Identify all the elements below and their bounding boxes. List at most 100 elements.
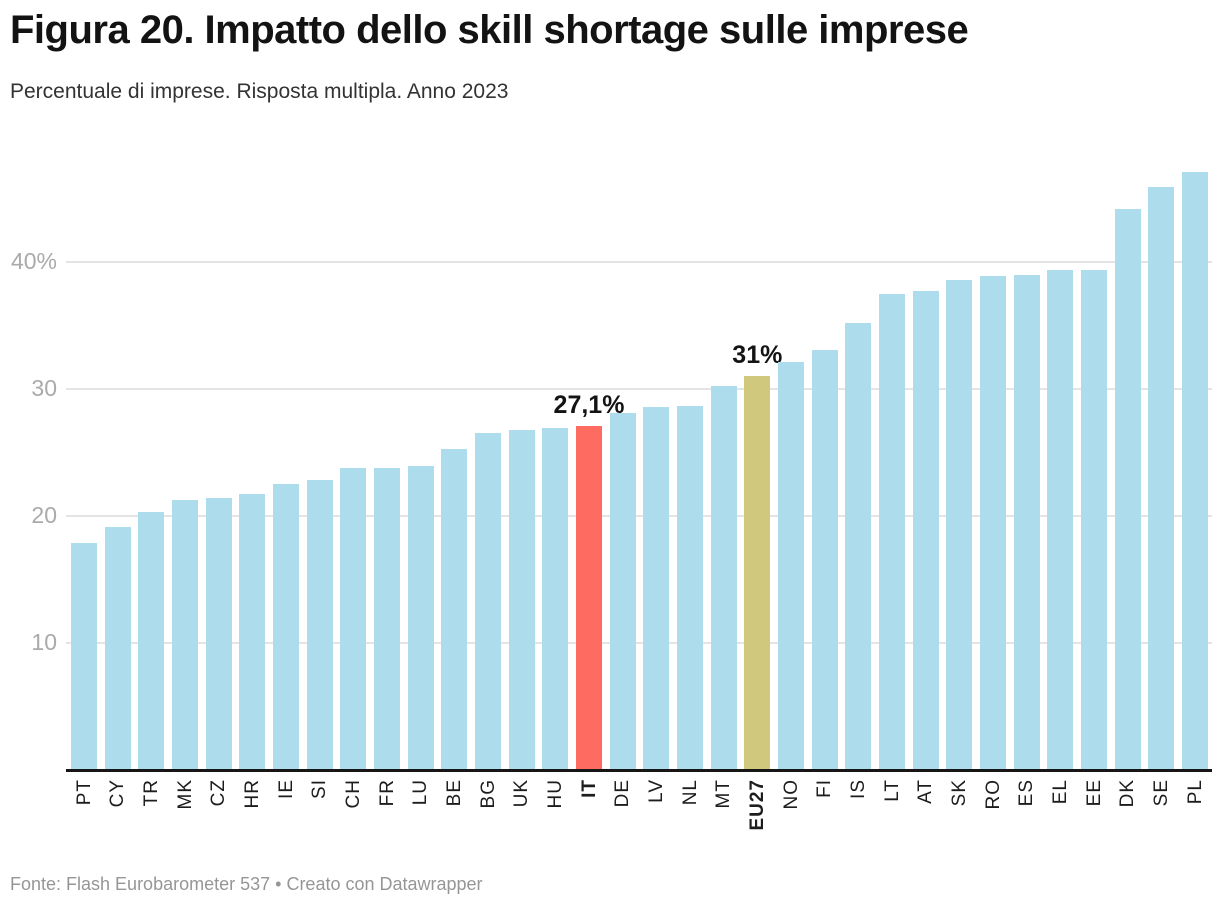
bar-FI[interactable] xyxy=(811,349,838,770)
x-label-cell-EU27: EU27 xyxy=(740,779,774,854)
x-axis-label-PT: PT xyxy=(73,779,95,806)
x-axis-label-IS: IS xyxy=(847,779,869,799)
bar-PL[interactable] xyxy=(1182,171,1208,770)
x-label-cell-CZ: CZ xyxy=(202,779,236,854)
bar-SK[interactable] xyxy=(946,279,973,770)
bar-UK[interactable] xyxy=(508,429,535,770)
bar-LU[interactable] xyxy=(407,466,434,770)
bar-CH[interactable] xyxy=(340,467,367,770)
bar-DK[interactable] xyxy=(1114,208,1141,770)
bar-NO[interactable] xyxy=(778,362,804,770)
x-label-cell-UK: UK xyxy=(505,779,539,854)
bar-FR[interactable] xyxy=(374,467,400,770)
x-label-cell-IS: IS xyxy=(841,779,875,854)
x-label-cell-HR: HR xyxy=(235,779,269,854)
x-axis-label-AT: AT xyxy=(915,779,937,804)
bar-MT[interactable] xyxy=(710,386,737,770)
x-label-cell-DK: DK xyxy=(1111,779,1145,854)
bar-DE[interactable] xyxy=(609,413,636,770)
x-label-cell-IE: IE xyxy=(269,779,303,854)
bar-LV[interactable] xyxy=(643,406,670,770)
bar-MK[interactable] xyxy=(172,499,198,770)
x-axis-label-BE: BE xyxy=(443,779,465,807)
x-label-cell-MT: MT xyxy=(707,779,741,854)
y-tick-label-40: 40% xyxy=(10,248,57,274)
bar-CY[interactable] xyxy=(104,527,131,770)
gridline-40 xyxy=(66,261,1212,263)
bar-BG[interactable] xyxy=(475,433,501,770)
x-label-cell-AT: AT xyxy=(909,779,943,854)
x-axis-label-DK: DK xyxy=(1117,779,1139,808)
bar-ES[interactable] xyxy=(1013,274,1040,770)
x-label-cell-LU: LU xyxy=(404,779,438,854)
bar-SI[interactable] xyxy=(306,480,333,770)
x-label-cell-IT: IT xyxy=(572,779,606,854)
bar-value-label-EU27: 31% xyxy=(732,341,783,370)
gridline-20 xyxy=(66,515,1212,517)
bar-IS[interactable] xyxy=(845,322,872,770)
gridline-30 xyxy=(66,388,1212,390)
bar-LT[interactable] xyxy=(879,293,905,770)
bar-HU[interactable] xyxy=(542,428,569,770)
x-axis-label-DE: DE xyxy=(612,779,634,808)
x-axis-line xyxy=(66,769,1212,772)
x-label-cell-BG: BG xyxy=(471,779,505,854)
bar-SE[interactable] xyxy=(1148,187,1175,770)
x-axis-label-LT: LT xyxy=(881,779,903,802)
x-axis-label-LU: LU xyxy=(410,779,432,806)
x-label-cell-MK: MK xyxy=(168,779,202,854)
bar-HR[interactable] xyxy=(239,494,266,770)
bar-CZ[interactable] xyxy=(205,498,232,770)
x-axis-label-SK: SK xyxy=(948,779,970,807)
x-axis-label-MT: MT xyxy=(713,779,735,809)
bar-IT[interactable] xyxy=(576,425,602,770)
x-axis-label-CZ: CZ xyxy=(208,779,230,807)
x-axis-label-UK: UK xyxy=(511,779,533,808)
x-label-cell-LV: LV xyxy=(639,779,673,854)
chart-title: Figura 20. Impatto dello skill shortage … xyxy=(10,8,969,52)
bar-NL[interactable] xyxy=(677,405,703,770)
x-label-cell-CY: CY xyxy=(101,779,135,854)
bar-AT[interactable] xyxy=(912,291,939,770)
x-axis-label-SI: SI xyxy=(309,779,331,799)
x-axis-label-NL: NL xyxy=(679,779,701,806)
x-axis-label-TR: TR xyxy=(140,779,162,807)
plot-area: 27,1% 31% xyxy=(66,160,1212,770)
x-label-cell-LT: LT xyxy=(875,779,909,854)
x-axis-label-CH: CH xyxy=(342,779,364,809)
x-axis-label-FI: FI xyxy=(814,779,836,798)
x-axis-label-EE: EE xyxy=(1083,779,1105,807)
x-label-cell-NL: NL xyxy=(673,779,707,854)
x-axis-label-EL: EL xyxy=(1049,779,1071,805)
x-label-cell-CH: CH xyxy=(336,779,370,854)
bar-EU27[interactable] xyxy=(744,376,771,770)
chart-subtitle: Percentuale di imprese. Risposta multipl… xyxy=(10,80,509,103)
bar-EL[interactable] xyxy=(1047,269,1074,770)
x-axis-label-IT: IT xyxy=(578,779,600,798)
bar-IE[interactable] xyxy=(273,484,299,770)
x-label-cell-BE: BE xyxy=(437,779,471,854)
bar-TR[interactable] xyxy=(138,512,165,770)
bar-EE[interactable] xyxy=(1081,269,1107,770)
x-axis-label-LV: LV xyxy=(645,779,667,803)
gridline-10 xyxy=(66,642,1212,644)
x-axis-label-HR: HR xyxy=(241,779,263,809)
x-label-cell-FI: FI xyxy=(808,779,842,854)
y-tick-label-20: 20 xyxy=(31,502,57,528)
x-axis-label-CY: CY xyxy=(107,779,129,808)
y-tick-label-10: 10 xyxy=(31,629,57,655)
x-axis-label-ES: ES xyxy=(1016,779,1038,807)
x-axis-label-IE: IE xyxy=(275,779,297,799)
bar-RO[interactable] xyxy=(980,275,1006,770)
x-label-cell-DE: DE xyxy=(606,779,640,854)
x-axis-label-SE: SE xyxy=(1150,779,1172,807)
x-axis-label-PL: PL xyxy=(1184,779,1206,805)
x-axis-label-BG: BG xyxy=(477,779,499,809)
x-axis: PT CY TR MK CZ HR IE SI CH FR LU BE BG UK HU IT DE LV NL MT… xyxy=(66,779,1212,854)
x-label-cell-ES: ES xyxy=(1010,779,1044,854)
bar-BE[interactable] xyxy=(441,448,468,770)
x-label-cell-HU: HU xyxy=(538,779,572,854)
x-label-cell-TR: TR xyxy=(134,779,168,854)
x-axis-label-HU: HU xyxy=(544,779,566,809)
bar-PT[interactable] xyxy=(71,542,97,770)
